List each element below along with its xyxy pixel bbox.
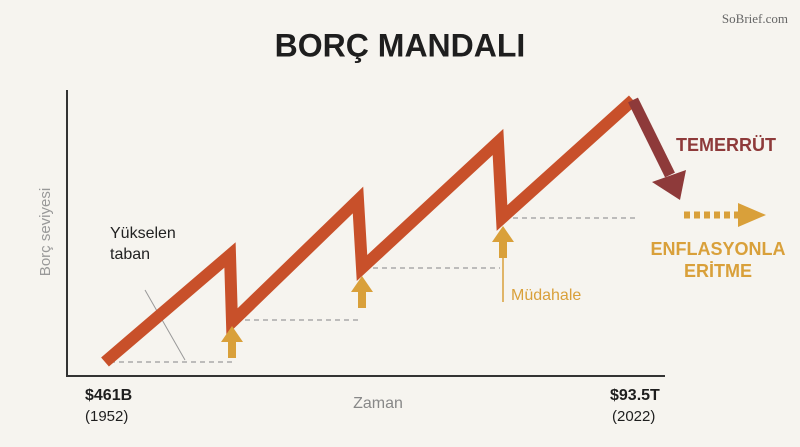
debt-path <box>101 95 638 367</box>
floor-lines <box>110 217 636 363</box>
x-axis-label: Zaman <box>353 395 403 412</box>
inflation-arrowhead <box>738 203 766 227</box>
end-value: $93.5T <box>610 387 660 404</box>
inflation-label: ENFLASYONLA <box>651 239 786 259</box>
end-year: (2022) <box>612 408 655 425</box>
rising-floor-label: Yükselen <box>110 225 176 242</box>
pointer-line <box>144 289 186 361</box>
default-arrow <box>628 97 675 178</box>
y-axis-label: Borç seviyesi <box>37 188 54 276</box>
start-value: $461B <box>85 387 132 404</box>
intervention-arrows <box>221 226 514 358</box>
intervention-label: Müdahale <box>511 287 581 304</box>
watermark: SoBrief.com <box>722 11 788 26</box>
start-year: (1952) <box>85 408 128 425</box>
default-label: TEMERRÜT <box>676 135 776 155</box>
title: BORÇ MANDALI <box>275 27 526 63</box>
inflation-label: ERİTME <box>684 261 752 281</box>
rising-floor-label: taban <box>110 246 150 263</box>
default-arrowhead <box>652 170 686 200</box>
